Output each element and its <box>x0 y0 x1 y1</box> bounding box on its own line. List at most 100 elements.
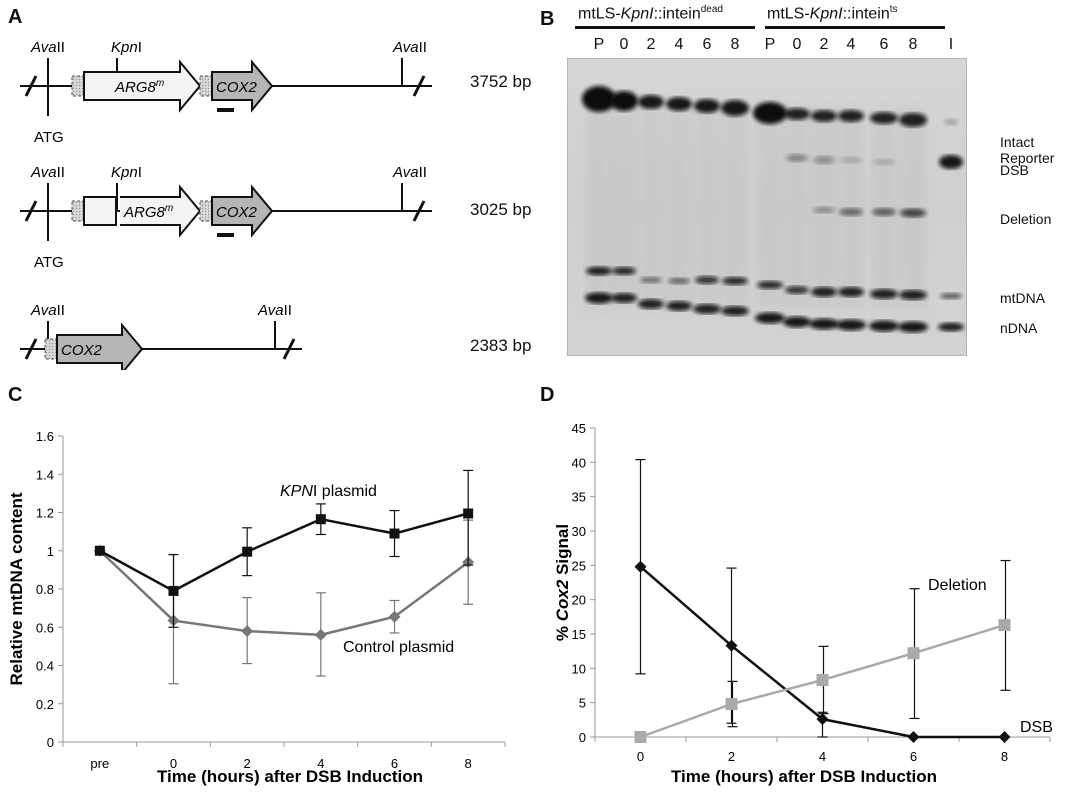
panel-a-letter: A <box>8 6 23 28</box>
construct-3752: AvaII KpnI AvaII ARG8m COX2 ATG <box>20 39 432 146</box>
gel-band <box>938 322 964 332</box>
gel-band <box>611 293 637 303</box>
gel-band <box>721 100 749 116</box>
series-label-control: Control plasmid <box>343 639 454 656</box>
y-tick-label: 1.4 <box>36 467 54 482</box>
lane-smear <box>611 108 637 308</box>
svg-text:KpnI: KpnI <box>111 164 142 181</box>
band-label-ndna: nDNA <box>1000 320 1038 336</box>
panel-d-letter: D <box>540 384 555 406</box>
gel-band <box>900 208 926 218</box>
gel-band <box>638 299 664 309</box>
gel-band <box>753 102 787 124</box>
series-line <box>98 549 469 637</box>
data-point <box>241 625 254 638</box>
y-tick-label: 0.6 <box>36 620 54 635</box>
gel-band <box>940 293 962 299</box>
gel-band <box>809 318 839 330</box>
gel-band <box>668 278 690 284</box>
gel-band <box>721 306 749 316</box>
lane-label: P <box>593 36 605 53</box>
data-point <box>634 560 647 573</box>
series-line <box>99 512 469 593</box>
lane-label: 2 <box>819 36 829 53</box>
x-axis-label: Time (hours) after DSB Induction <box>157 767 423 786</box>
svg-text:ATG: ATG <box>34 129 64 146</box>
gel-band <box>870 112 898 124</box>
x-tick-label: 6 <box>910 749 917 764</box>
panel-c-chart: 0 0.2 0.4 0.6 0.8 1 1.2 1.4 1.6 pre 0 2 4 6 8 Time (hou… <box>7 429 506 786</box>
series-label-kpni: KPNI plasmid <box>280 483 377 500</box>
data-point <box>816 713 829 726</box>
lane-label: 4 <box>674 36 684 53</box>
gel-band <box>666 301 692 311</box>
gel-band <box>811 110 837 122</box>
svg-text:AvaII: AvaII <box>30 39 65 56</box>
svg-text:ARG8m: ARG8m <box>123 203 173 221</box>
svg-text:AvaII: AvaII <box>392 39 427 56</box>
data-point <box>314 628 327 641</box>
lane-label: 0 <box>619 36 629 53</box>
data-point <box>94 545 105 556</box>
x-tick-label: 4 <box>317 756 324 771</box>
gel-band <box>813 156 835 164</box>
gel-band <box>612 267 636 275</box>
group2-header: mtLS-KpnI::inteints <box>767 4 898 23</box>
y-tick-label: 20 <box>572 593 586 608</box>
panel-d-chart: 0 5 10 15 20 25 30 35 40 45 0 2 4 6 8 Time (hours) afte… <box>553 421 1053 786</box>
gel-band <box>939 155 963 169</box>
gel-band <box>585 292 613 304</box>
svg-text:COX2: COX2 <box>216 79 258 96</box>
gel-band <box>899 113 927 127</box>
construct-3025: AvaII KpnI AvaII ARG8m COX2 ATG <box>20 164 432 271</box>
gel-band <box>838 287 864 297</box>
y-tick-label: 5 <box>579 696 586 711</box>
gel-band <box>840 157 862 163</box>
lane-label: 0 <box>792 36 802 53</box>
data-point <box>242 546 253 557</box>
y-tick-label: 0.8 <box>36 582 54 597</box>
y-tick-label: 10 <box>572 661 586 676</box>
gel-band <box>694 99 720 113</box>
construct-2383: AvaII AvaII COX2 <box>20 302 302 370</box>
gel-band <box>898 321 928 333</box>
data-point <box>725 639 738 652</box>
series-label-dsb: DSB <box>1020 719 1053 736</box>
gel-band <box>872 208 896 216</box>
data-point <box>907 731 920 743</box>
svg-text:ARG8m: ARG8m <box>114 78 164 96</box>
y-tick-label: 40 <box>572 455 586 470</box>
svg-text:COX2: COX2 <box>216 204 258 221</box>
x-tick-label: 2 <box>728 749 735 764</box>
gel-band <box>582 86 616 112</box>
gel-band <box>638 95 664 109</box>
lane-label: P <box>764 36 776 53</box>
y-tick-label: 0 <box>579 730 586 745</box>
gel-band <box>869 320 899 332</box>
y-tick-label: 15 <box>572 627 586 642</box>
lane-label: 8 <box>730 36 740 53</box>
data-point <box>315 514 326 525</box>
svg-text:AvaII: AvaII <box>392 164 427 181</box>
data-point <box>463 508 474 519</box>
y-tick-label: 1.6 <box>36 429 54 444</box>
y-axis-label: Relative mtDNA content <box>7 492 26 685</box>
gel-band <box>693 304 721 314</box>
size-label-1: 3752 bp <box>470 72 532 91</box>
avaii-label: Ava <box>30 39 57 56</box>
lane-smear <box>784 108 810 308</box>
lane-smear <box>586 108 612 308</box>
y-tick-label: 0.4 <box>36 659 54 674</box>
y-tick-label: 1.2 <box>36 506 54 521</box>
lane-label: I <box>948 36 954 53</box>
gel-band <box>784 108 810 120</box>
x-tick-label: pre <box>90 756 109 771</box>
panel-b-letter: B <box>540 8 555 30</box>
svg-text:AvaII: AvaII <box>257 302 292 319</box>
lane-label: 4 <box>846 36 856 53</box>
gel-band <box>944 119 958 125</box>
x-tick-label: 4 <box>819 749 826 764</box>
lane-smear <box>757 108 783 308</box>
gel-band <box>610 91 638 111</box>
gel-band <box>785 286 809 294</box>
